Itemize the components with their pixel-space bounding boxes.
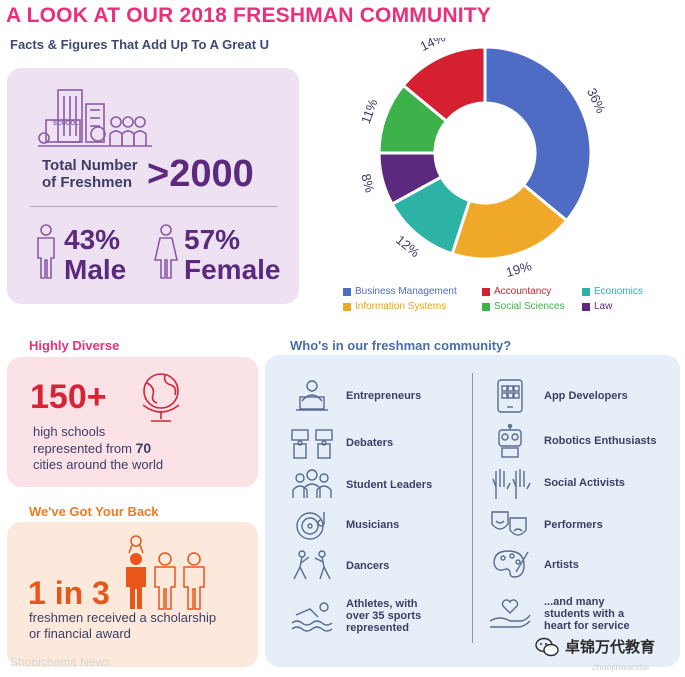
total-freshmen-label: Total Number of Freshmen xyxy=(42,157,138,191)
community-item-robotics: Robotics Enthusiasts xyxy=(488,424,673,458)
legend-social-sciences: Social Sciences xyxy=(482,301,565,312)
support-value: 1 in 3 xyxy=(28,575,110,611)
diverse-heading: Highly Diverse xyxy=(29,338,120,353)
legend-information-systems: Information Systems xyxy=(343,301,446,312)
donut-label-information-systems: 19% xyxy=(504,258,534,280)
female-icon xyxy=(153,224,179,279)
wechat-account-name: 卓锦万代教育 xyxy=(565,639,656,656)
community-item-athletes: Athletes, with over 35 sports represente… xyxy=(290,598,470,634)
legend-business-management: Business Management xyxy=(343,286,457,297)
wechat-icon xyxy=(535,637,559,656)
donut-segment-business-management xyxy=(483,45,593,223)
scholarship-people-icon xyxy=(126,535,205,610)
school-sign-label: SCHOOL xyxy=(53,121,79,127)
podium-icon xyxy=(291,429,333,459)
vinyl-record-icon xyxy=(296,512,325,540)
globe-icon xyxy=(142,373,180,422)
donut-label-business-management: 36% xyxy=(584,86,609,116)
legend-swatch xyxy=(582,287,590,296)
community-item-performers: Performers xyxy=(488,508,673,542)
donut-label-accountancy: 14% xyxy=(418,38,448,54)
support-heading: We've Got Your Back xyxy=(29,504,159,519)
legend-economics: Economics xyxy=(582,286,643,297)
community-item-entrepreneurs: Entrepreneurs xyxy=(290,379,470,413)
freshmen-stats-card xyxy=(7,68,299,304)
legend-swatch xyxy=(482,287,490,296)
robot-icon xyxy=(498,424,522,458)
stats-divider xyxy=(30,206,278,207)
legend-swatch xyxy=(343,302,351,311)
school-buildings-icon xyxy=(38,89,152,147)
swimmer-icon xyxy=(291,602,333,632)
total-freshmen-value: >2000 xyxy=(147,153,254,195)
legend-swatch xyxy=(343,287,351,296)
donut-segment-accountancy xyxy=(401,45,487,124)
female-percent: 57% xyxy=(184,224,241,255)
legend-law: Law xyxy=(582,301,612,312)
community-item-service: ...and many students with a heart for se… xyxy=(488,596,673,632)
donut-label-economics: 11% xyxy=(358,97,381,126)
laptop-person-icon xyxy=(296,380,328,411)
legend-accountancy: Accountancy xyxy=(482,286,551,297)
heart-hand-icon xyxy=(489,599,531,628)
palette-icon xyxy=(493,550,529,578)
legend-swatch xyxy=(482,302,490,311)
male-stat: 43% Male xyxy=(64,225,126,285)
community-divider xyxy=(472,373,473,643)
diverse-value: 150+ xyxy=(30,378,107,416)
page-subtitle: Facts & Figures That Add Up To A Great U xyxy=(10,37,270,52)
dancers-icon xyxy=(293,550,331,580)
community-item-debaters: Debaters xyxy=(290,426,470,460)
female-label: Female xyxy=(184,254,281,285)
page-title: A LOOK AT OUR 2018 FRESHMAN COMMUNITY xyxy=(6,4,491,27)
community-item-dancers: Dancers xyxy=(290,549,470,583)
group-icon xyxy=(292,469,332,498)
watermark-text: Shobichema News xyxy=(10,655,111,669)
male-icon xyxy=(37,224,55,279)
community-item-social-activists: Social Activists xyxy=(488,466,673,500)
diverse-description: high schools represented from 70 cities … xyxy=(33,424,164,472)
smartphone-apps-icon xyxy=(497,379,523,413)
support-description: freshmen received a scholarship or finan… xyxy=(29,610,217,641)
donut-label-law: 8% xyxy=(358,172,377,194)
watermark-subtext: zhuojinwandai xyxy=(592,662,650,672)
major-distribution-chart: 36%19%12%8%11%14% xyxy=(358,38,609,280)
community-item-musicians: Musicians xyxy=(290,508,470,542)
theatre-masks-icon xyxy=(491,511,527,536)
community-item-app-developers: App Developers xyxy=(488,379,673,413)
male-percent: 43% xyxy=(64,224,121,255)
female-stat: 57% Female xyxy=(184,225,281,285)
diverse-card xyxy=(7,357,258,487)
legend-swatch xyxy=(582,302,590,311)
wechat-badge: 卓锦万代教育 xyxy=(535,636,655,657)
raised-hands-icon xyxy=(492,469,531,499)
community-heading: Who's in our freshman community? xyxy=(290,338,512,353)
community-item-student-leaders: Student Leaders xyxy=(290,468,470,502)
community-item-artists: Artists xyxy=(488,548,673,582)
male-label: Male xyxy=(64,254,127,285)
